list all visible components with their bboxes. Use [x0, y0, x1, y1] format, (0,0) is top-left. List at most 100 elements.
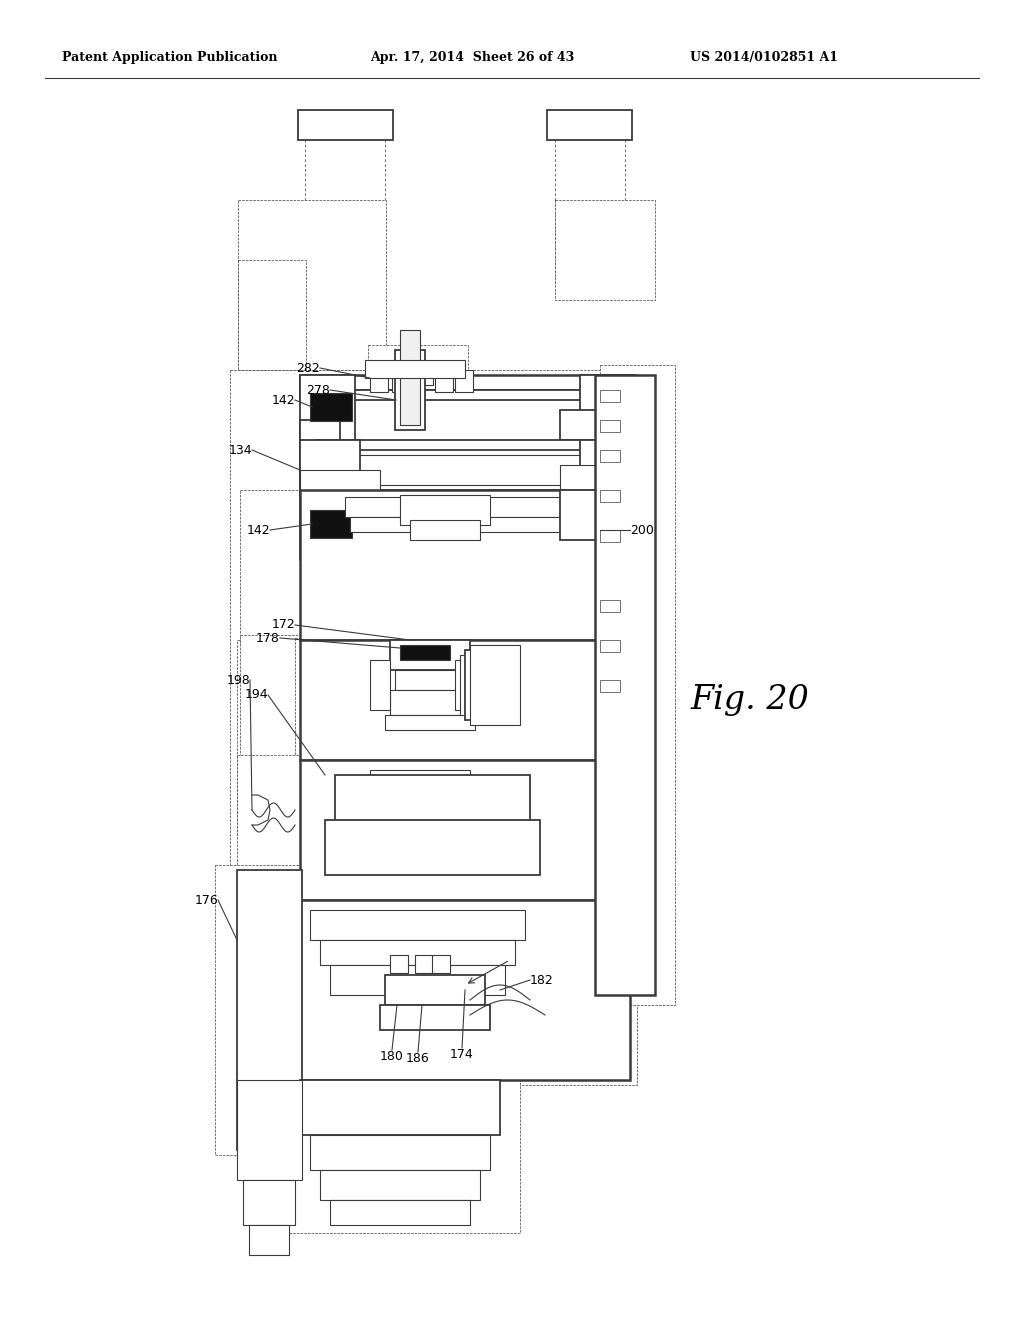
Bar [295, 638, 635, 763]
Bar [319, 1170, 480, 1200]
Bar [580, 375, 635, 436]
Bar [310, 393, 352, 421]
Text: US 2014/0102851 A1: US 2014/0102851 A1 [690, 51, 838, 65]
Bar [310, 909, 525, 940]
Text: 134: 134 [228, 444, 252, 457]
Bar [300, 389, 635, 400]
Bar [400, 495, 490, 525]
Bar [350, 825, 490, 850]
Bar [370, 660, 390, 710]
Text: 198: 198 [226, 673, 250, 686]
Text: 194: 194 [245, 689, 268, 701]
Bar [237, 870, 302, 1150]
Bar [600, 420, 620, 432]
Bar [555, 201, 655, 300]
Bar [390, 954, 408, 973]
Bar [237, 1080, 302, 1180]
Text: 142: 142 [271, 393, 295, 407]
Text: 172: 172 [271, 619, 295, 631]
Bar [285, 1078, 520, 1233]
Bar [237, 895, 637, 1085]
Bar [465, 649, 505, 719]
Bar [455, 370, 473, 392]
Bar [395, 671, 465, 690]
Bar [340, 450, 595, 490]
Bar [238, 201, 386, 370]
Bar [385, 715, 475, 730]
Bar [238, 260, 306, 370]
Bar [415, 954, 433, 973]
Bar [400, 645, 450, 660]
Bar [455, 660, 475, 710]
Bar [600, 490, 620, 502]
Bar [335, 775, 530, 825]
Text: 178: 178 [256, 631, 280, 644]
Text: 180: 180 [380, 1049, 403, 1063]
Bar [470, 645, 520, 725]
Bar [300, 490, 630, 640]
Text: 282: 282 [296, 362, 319, 375]
Bar [240, 635, 640, 766]
Bar [237, 640, 537, 836]
Bar [365, 789, 475, 805]
Text: 142: 142 [247, 524, 270, 536]
Text: 200: 200 [630, 524, 654, 536]
Bar [370, 770, 470, 789]
Bar [600, 389, 620, 403]
Bar [580, 440, 635, 560]
Bar [310, 1135, 490, 1170]
Bar [249, 1225, 289, 1255]
Bar [355, 455, 580, 484]
Bar [230, 370, 650, 909]
Bar [310, 510, 352, 539]
Bar [345, 850, 495, 870]
Bar [560, 490, 600, 540]
Bar [408, 370, 433, 385]
Bar [595, 375, 655, 995]
Bar [215, 865, 305, 1155]
Bar [300, 1080, 500, 1135]
Bar [600, 680, 620, 692]
Bar [385, 975, 485, 1005]
Bar [243, 1180, 295, 1225]
Text: 278: 278 [306, 384, 330, 396]
Text: 186: 186 [407, 1052, 430, 1065]
Text: 182: 182 [530, 974, 554, 986]
Bar [565, 495, 595, 515]
Bar [355, 805, 485, 825]
Bar [460, 643, 540, 729]
Bar [300, 440, 360, 560]
Bar [330, 1200, 470, 1225]
Bar [370, 370, 388, 392]
Bar [410, 520, 480, 540]
Bar [435, 370, 453, 392]
Bar [300, 900, 630, 1080]
Text: Apr. 17, 2014  Sheet 26 of 43: Apr. 17, 2014 Sheet 26 of 43 [370, 51, 574, 65]
Bar [300, 760, 630, 900]
Bar [350, 517, 580, 532]
Bar [600, 531, 620, 543]
Bar [345, 498, 585, 517]
Bar [368, 345, 468, 395]
Text: Fig. 20: Fig. 20 [690, 684, 809, 715]
Bar [300, 375, 635, 389]
Bar [237, 755, 637, 906]
Bar [365, 360, 465, 378]
Bar [600, 640, 620, 652]
Bar [400, 330, 420, 425]
Bar [395, 350, 425, 430]
Text: 176: 176 [195, 894, 218, 907]
Bar [560, 465, 635, 520]
Bar [300, 470, 380, 525]
Bar [600, 450, 620, 462]
Bar [560, 411, 635, 440]
Bar [330, 965, 505, 995]
Bar [300, 420, 340, 484]
Bar [300, 640, 630, 760]
Bar [600, 601, 620, 612]
Bar [319, 940, 515, 965]
Bar [547, 110, 632, 140]
Text: 174: 174 [451, 1048, 474, 1061]
Text: Patent Application Publication: Patent Application Publication [62, 51, 278, 65]
Bar [390, 640, 470, 671]
